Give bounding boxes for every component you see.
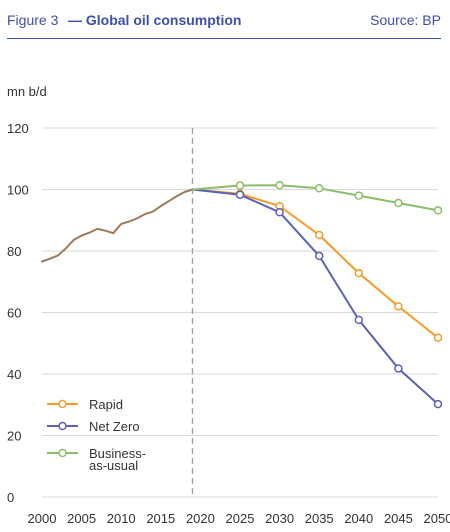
legend-label-business-as-usual: as-usual [89, 458, 138, 473]
legend-swatch-marker-rapid [58, 399, 67, 409]
data-point-rapid [394, 302, 403, 311]
x-tick-label: 2030 [265, 511, 294, 526]
x-tick-label: 2010 [107, 511, 136, 526]
data-point-rapid [354, 268, 364, 278]
x-tick-label: 2005 [67, 511, 96, 526]
series-line-rapid [191, 188, 439, 339]
x-tick-label: 2025 [226, 511, 255, 526]
chart-source: Source: BP [370, 12, 441, 28]
data-point-rapid [314, 230, 324, 240]
y-tick-label: 60 [7, 306, 21, 321]
data-point-business-as-usual [354, 191, 364, 200]
y-tick-label: 80 [7, 244, 21, 259]
x-tick-label: 2015 [146, 511, 175, 526]
data-point-net-zero [314, 251, 324, 261]
legend-label-rapid: Rapid [89, 397, 123, 412]
data-point-net-zero [354, 315, 364, 325]
legend-label-net-zero: Net Zero [89, 419, 140, 434]
y-tick-label: 40 [7, 367, 21, 382]
chart-title: — Global oil consumption [68, 12, 242, 28]
data-point-business-as-usual [433, 206, 443, 215]
data-point-business-as-usual [275, 180, 284, 190]
data-point-business-as-usual [314, 184, 324, 193]
series-line-history [41, 188, 194, 263]
data-point-net-zero [275, 208, 284, 217]
x-tick-label: 2020 [186, 511, 215, 526]
y-tick-label: 0 [7, 490, 14, 505]
data-point-business-as-usual [394, 198, 403, 208]
y-tick-label: 100 [7, 183, 29, 198]
y-axis-unit: mn b/d [7, 84, 47, 99]
data-point-net-zero [433, 399, 443, 409]
legend-swatch-marker-net-zero [58, 421, 67, 431]
legend-swatch-marker-business-as-usual [58, 448, 67, 458]
x-tick-label: 2035 [305, 511, 334, 526]
x-tick-label: 2050 [424, 511, 450, 526]
y-tick-label: 120 [7, 121, 29, 136]
x-tick-label: 2040 [344, 511, 373, 526]
legend-label-business-as-usual: Business- [89, 446, 146, 461]
x-tick-label: 2045 [384, 511, 413, 526]
y-tick-label: 20 [7, 429, 21, 444]
figure-number: Figure 3 [7, 12, 59, 28]
data-point-net-zero [394, 364, 403, 373]
x-tick-label: 2000 [28, 511, 57, 526]
header-rule [7, 38, 441, 39]
data-point-business-as-usual [235, 181, 245, 190]
series-line-net-zero [191, 188, 439, 406]
figure-header: Figure 3 — Global oil consumption Source… [7, 12, 443, 32]
data-point-net-zero [235, 190, 245, 199]
data-point-rapid [433, 333, 443, 342]
